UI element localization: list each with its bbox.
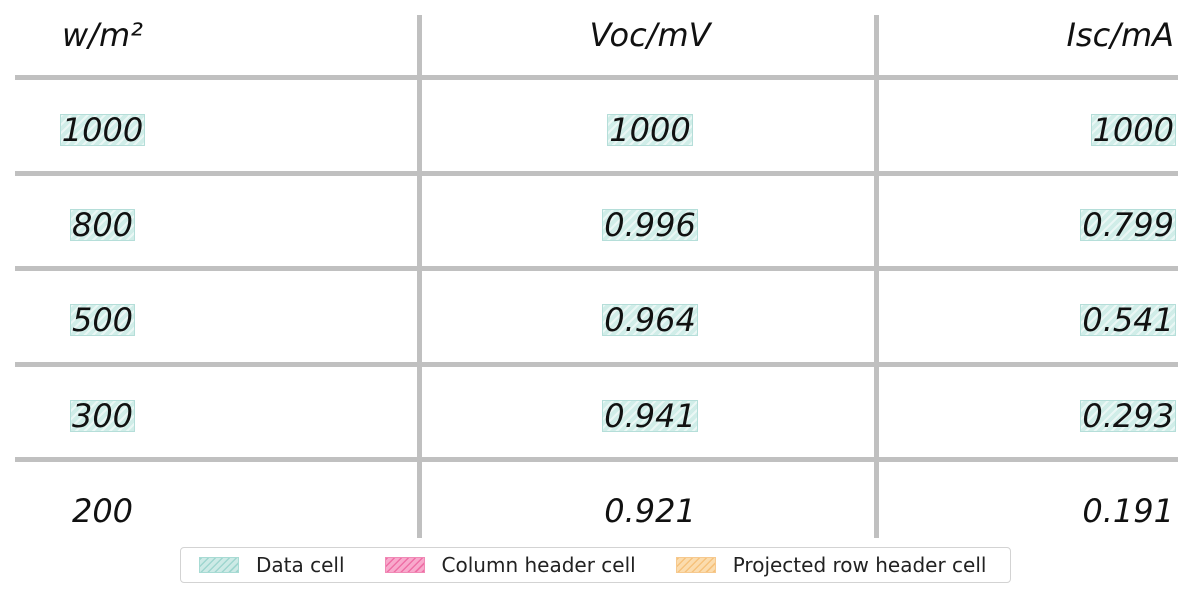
column-divider <box>874 15 879 538</box>
legend-label: Projected row header cell <box>732 553 987 577</box>
data-cell-highlight: 500 <box>69 301 136 339</box>
data-cell-highlight: 1000 <box>59 111 146 149</box>
legend-label: Column header cell <box>441 553 636 577</box>
column-divider <box>417 15 422 538</box>
legend: Data cell Column header cell Projected r… <box>180 547 1011 583</box>
legend-label: Data cell <box>256 553 345 577</box>
data-cell-highlight: 800 <box>69 206 136 244</box>
data-cell-highlight: 300 <box>69 397 136 435</box>
table-cell: 0.941 <box>545 396 755 436</box>
data-cell-highlight: 0.941 <box>602 397 698 435</box>
table-cell: 300 <box>15 396 190 436</box>
header-divider <box>15 75 1178 80</box>
row-divider <box>15 362 1178 367</box>
table-cell: 0.799 <box>975 205 1176 245</box>
table-cell: 0.996 <box>545 205 755 245</box>
row-divider <box>15 457 1178 462</box>
table-cell: 1000 <box>15 110 190 150</box>
table-cell: 0.541 <box>975 300 1176 340</box>
legend-item-column-header-cell: Column header cell <box>384 553 636 577</box>
table-cell: 0.293 <box>975 396 1176 436</box>
data-cell-highlight: 1000 <box>607 111 693 149</box>
row-divider <box>15 171 1178 176</box>
table-cell: 1000 <box>545 110 755 150</box>
table-cell: 1000 <box>975 110 1177 150</box>
row-divider <box>15 266 1178 271</box>
table-cell: 200 <box>71 492 134 530</box>
column-header-irradiance: w/m² <box>62 16 143 54</box>
table-cell: 0.964 <box>545 300 755 340</box>
data-cell-highlight: 0.996 <box>602 206 698 244</box>
column-header-voc: Voc/mV <box>589 16 711 54</box>
column-header-isc: Isc/mA <box>1066 16 1174 54</box>
table-cell: 500 <box>15 300 190 340</box>
column-header-swatch-icon <box>384 557 425 573</box>
data-cell-highlight: 0.293 <box>1080 397 1176 435</box>
legend-item-data-cell: Data cell <box>199 553 345 577</box>
legend-item-projected-row-header-cell: Projected row header cell <box>675 553 987 577</box>
data-cell-highlight: 1000 <box>1090 111 1177 149</box>
table-cell: 800 <box>15 205 190 245</box>
table-cell: 0.191 <box>1082 492 1174 530</box>
data-cell-swatch-icon <box>199 557 239 573</box>
data-cell-highlight: 0.964 <box>602 301 698 339</box>
data-cell-highlight: 0.799 <box>1080 206 1176 244</box>
table-cell: 0.921 <box>604 492 696 530</box>
data-cell-highlight: 0.541 <box>1080 301 1176 339</box>
projected-row-header-swatch-icon <box>675 557 716 573</box>
